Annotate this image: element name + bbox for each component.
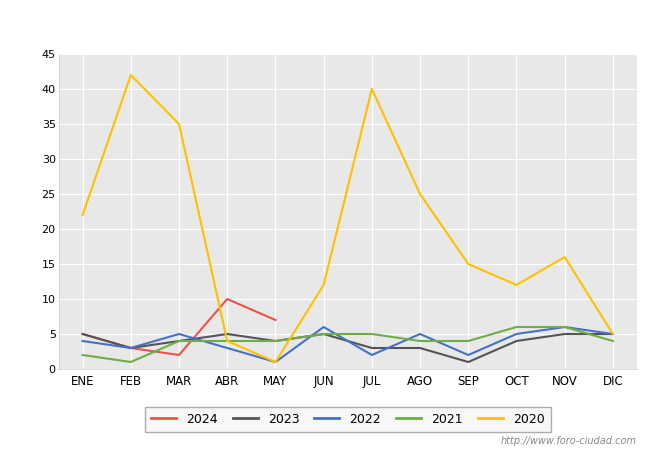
Legend: 2024, 2023, 2022, 2021, 2020: 2024, 2023, 2022, 2021, 2020 bbox=[145, 406, 551, 432]
Text: Matriculaciones de Vehiculos en Dílar: Matriculaciones de Vehiculos en Dílar bbox=[170, 11, 480, 29]
Text: http://www.foro-ciudad.com: http://www.foro-ciudad.com bbox=[501, 436, 637, 446]
